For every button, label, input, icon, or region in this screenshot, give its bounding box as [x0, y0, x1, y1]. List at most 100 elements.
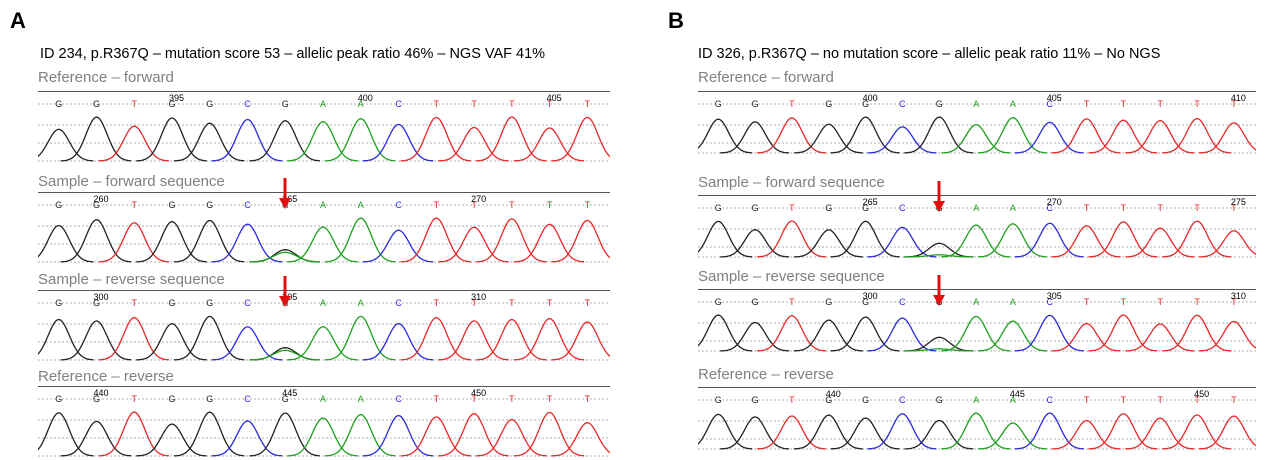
position-number: 395	[169, 93, 185, 103]
position-number: 450	[1194, 389, 1210, 399]
base-call-T: T	[789, 203, 795, 213]
peak-N	[249, 249, 320, 263]
panel-letter: A	[10, 8, 26, 33]
base-call-G: G	[825, 297, 833, 307]
position-number: 400	[862, 93, 878, 103]
base-call-T: T	[509, 394, 515, 404]
base-call-G: G	[168, 298, 176, 308]
base-call-T: T	[1083, 395, 1090, 405]
peak-G	[720, 416, 790, 450]
base-call-T: T	[131, 99, 138, 109]
peak-A	[287, 121, 358, 162]
base-call-A: A	[973, 203, 980, 213]
peak-C	[1014, 121, 1084, 154]
base-call-A: A	[973, 395, 980, 405]
base-call-G: G	[281, 99, 289, 109]
peak-C	[1014, 222, 1084, 258]
base-call-C: C	[1046, 203, 1053, 213]
base-call-T: T	[471, 99, 477, 109]
position-number: 300	[862, 291, 878, 301]
peak-A	[941, 412, 1011, 450]
peak-T	[756, 117, 826, 154]
base-call-G: G	[281, 394, 289, 404]
peak-T	[1162, 414, 1232, 450]
chromatogram-pane: G G T G G C G A A C T T T T T 440 445 450	[38, 388, 610, 460]
base-call-T: T	[433, 394, 440, 404]
base-call-T: T	[1157, 297, 1163, 307]
base-call-A: A	[1009, 99, 1016, 109]
track-top-border	[38, 290, 610, 291]
chromatogram-pane: GGTGGCNAACTTTTT260265270	[38, 194, 610, 266]
peak-G	[793, 414, 863, 450]
peak-G	[904, 242, 974, 258]
track-top-border	[38, 192, 610, 193]
position-number: 410	[1230, 93, 1246, 103]
base-call-G: G	[714, 203, 722, 213]
base-call-G: G	[714, 99, 722, 109]
peak-N	[249, 347, 320, 361]
peak-G	[173, 122, 245, 162]
peak-T	[1198, 415, 1256, 450]
peak-T	[475, 218, 547, 263]
base-call-T: T	[789, 297, 795, 307]
base-call-G: G	[751, 99, 759, 109]
base-call-G: G	[55, 200, 63, 210]
peak-A	[324, 315, 396, 361]
base-call-G: G	[825, 395, 833, 405]
peak-T	[438, 126, 509, 162]
peak-G	[793, 229, 863, 258]
peak-A	[324, 217, 396, 263]
base-call-A: A	[320, 298, 327, 308]
base-call-T: T	[1231, 99, 1237, 109]
peak-C	[211, 118, 283, 162]
chromatogram-trace	[38, 302, 610, 361]
peak-A	[977, 422, 1047, 450]
base-call-G: G	[825, 99, 833, 109]
base-call-A: A	[1009, 203, 1016, 213]
peak-C	[362, 229, 434, 263]
variant-arrow-icon	[933, 181, 946, 212]
peak-T	[1162, 117, 1232, 154]
peak-T	[475, 116, 547, 162]
base-call-C: C	[395, 200, 402, 210]
base-call-T: T	[1194, 395, 1200, 405]
peak-T	[438, 412, 509, 457]
peak-G	[904, 419, 974, 450]
peak-G	[698, 413, 753, 450]
track-top-border	[698, 195, 1256, 196]
base-call-A: A	[1009, 297, 1016, 307]
position-number: 440	[93, 388, 109, 398]
base-call-T: T	[546, 99, 553, 109]
track-top-border	[698, 91, 1256, 92]
peak-C	[867, 126, 937, 154]
base-call-T: T	[1231, 297, 1237, 307]
peak-T	[1051, 419, 1121, 450]
chromatogram-pane: G G T G G C G A A C T T T T T 400 405 410	[698, 93, 1256, 157]
track-label: Reference – forward	[38, 69, 174, 86]
base-call-T: T	[584, 394, 591, 404]
variant-arrow-icon	[279, 276, 292, 307]
peak-G	[136, 323, 207, 361]
position-number: 450	[471, 388, 487, 398]
peak-A	[324, 118, 396, 162]
peak-G	[720, 229, 790, 258]
chromatogram-trace	[38, 103, 610, 162]
peak-T	[400, 316, 472, 361]
track-label: Sample – reverse sequence	[698, 268, 885, 285]
base-call-T: T	[509, 200, 515, 210]
base-call-G: G	[55, 394, 63, 404]
base-call-C: C	[395, 99, 402, 109]
peak-T	[1088, 221, 1158, 258]
base-call-G: G	[935, 99, 943, 109]
base-call-G: G	[168, 200, 176, 210]
peak-G	[136, 117, 207, 162]
peak-A	[977, 320, 1047, 352]
peak-G	[698, 314, 753, 352]
peak-T	[1051, 118, 1121, 154]
position-number: 305	[1046, 291, 1062, 301]
peak-A	[977, 117, 1047, 154]
base-call-T: T	[1120, 395, 1127, 405]
peak-T	[756, 315, 826, 352]
base-call-T: T	[433, 200, 440, 210]
position-number: 405	[546, 93, 562, 103]
